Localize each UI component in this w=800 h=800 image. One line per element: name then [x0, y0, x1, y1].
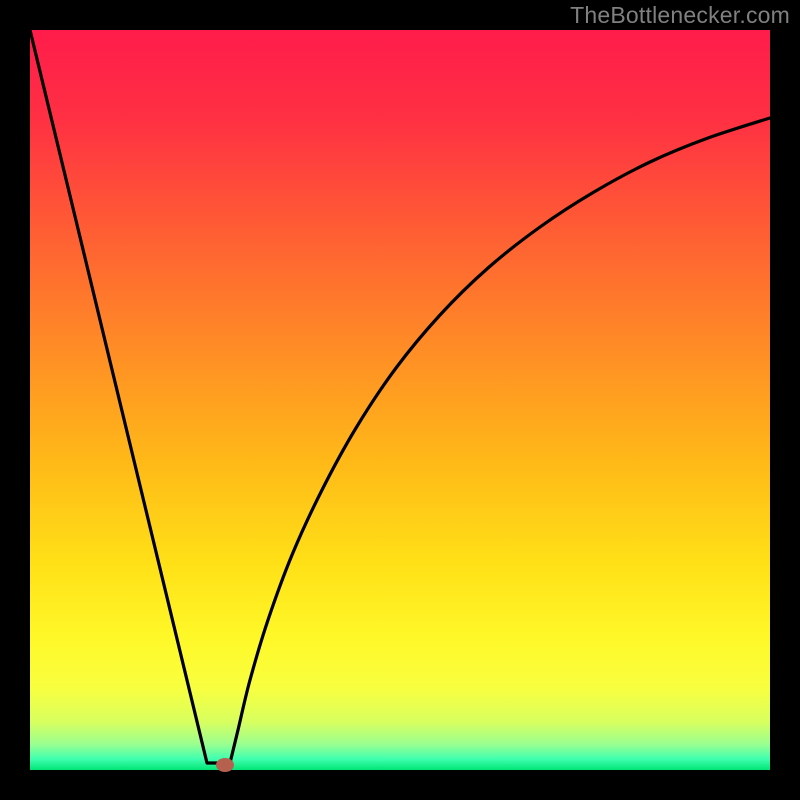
minimum-marker — [216, 758, 234, 772]
plot-area — [30, 30, 770, 770]
chart-root: TheBottlenecker.com — [0, 0, 800, 800]
plot-background-gradient — [30, 30, 770, 770]
watermark-text: TheBottlenecker.com — [570, 2, 790, 29]
